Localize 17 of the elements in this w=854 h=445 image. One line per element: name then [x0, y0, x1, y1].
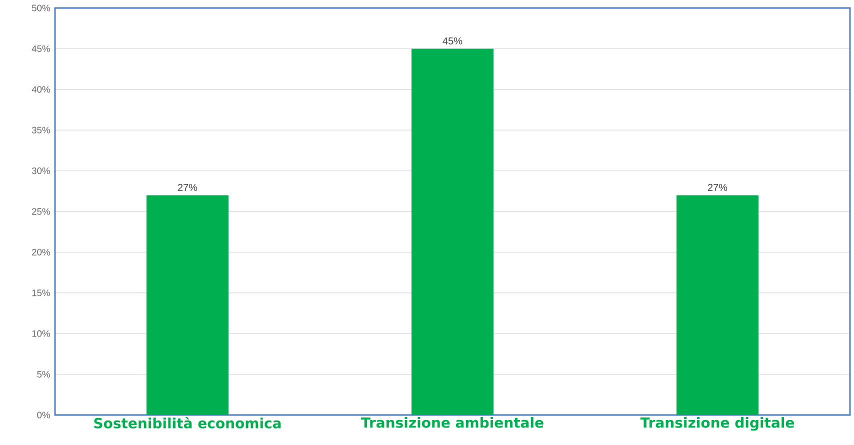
- y-tick-label: 35%: [32, 126, 50, 134]
- x-tick-label: Transizione digitale: [640, 417, 794, 431]
- y-tick-label: 15%: [32, 290, 50, 296]
- y-tick-label: 10%: [32, 330, 50, 337]
- data-label: 45%: [442, 37, 462, 44]
- y-tick-label: 5%: [37, 371, 50, 378]
- y-tick-label: 40%: [32, 86, 50, 93]
- data-label: 27%: [178, 184, 198, 191]
- data-label: 27%: [708, 184, 728, 191]
- y-tick-label: 45%: [32, 45, 50, 52]
- x-tick-label: Sostenibilità economica: [94, 417, 281, 428]
- y-tick-label: 20%: [32, 248, 50, 256]
- y-tick-label: 25%: [32, 208, 50, 215]
- y-tick-label: 50%: [32, 4, 50, 12]
- x-tick-label: Transizione ambientale: [361, 417, 544, 428]
- y-tick-label: 30%: [32, 168, 50, 174]
- y-tick-label: 0%: [37, 412, 50, 418]
